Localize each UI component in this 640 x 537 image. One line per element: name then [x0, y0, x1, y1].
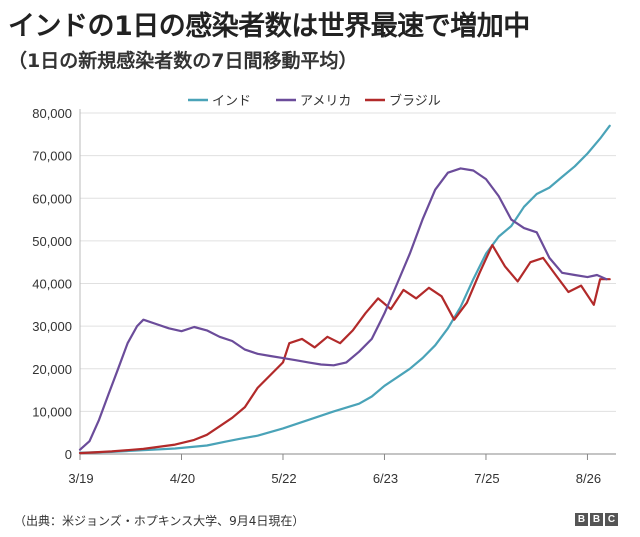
x-tick-label: 5/22 — [271, 471, 296, 486]
grid-layer — [80, 112, 616, 412]
legend-label-usa: アメリカ — [300, 94, 351, 109]
x-tick-label: 8/26 — [576, 471, 601, 486]
chart-title: インドの1日の感染者数は世界最速で増加中 — [8, 11, 530, 42]
bbc-logo: B B C — [575, 513, 618, 526]
series-line-usa — [78, 167, 608, 451]
source-note: （出典：米ジョンズ・ホプキンス大学、9月4日現在） — [14, 514, 305, 528]
y-tick-label: 30,000 — [32, 319, 72, 334]
series-line-india — [78, 124, 611, 454]
y-tick-label: 80,000 — [32, 106, 72, 121]
legend-label-india: インド — [212, 94, 251, 109]
axis-layer: 0 10,000 20,000 30,000 40,000 50,000 60,000 70,… — [32, 106, 616, 486]
legend-label-brazil: ブラジル — [389, 93, 441, 109]
x-tick-label: 7/25 — [474, 471, 499, 486]
x-tick-label: 4/20 — [170, 471, 195, 486]
series-layer — [78, 124, 611, 455]
y-tick-label: 20,000 — [32, 362, 72, 377]
legend: インド アメリカ ブラジル — [188, 93, 441, 109]
series-line-brazil — [78, 244, 611, 455]
y-tick-label: 10,000 — [32, 404, 72, 419]
y-tick-label: 0 — [65, 447, 72, 462]
y-tick-label: 70,000 — [32, 149, 72, 164]
chart-subtitle: （1日の新規感染者数の7日間移動平均） — [8, 50, 358, 72]
y-tick-label: 50,000 — [32, 234, 72, 249]
y-tick-label: 40,000 — [32, 277, 72, 292]
bbc-logo-letter: C — [605, 513, 618, 526]
y-tick-label: 60,000 — [32, 191, 72, 206]
x-tick-label: 6/23 — [373, 471, 398, 486]
bbc-logo-letter: B — [575, 513, 588, 526]
x-tick-label: 3/19 — [68, 471, 93, 486]
bbc-logo-letter: B — [590, 513, 603, 526]
